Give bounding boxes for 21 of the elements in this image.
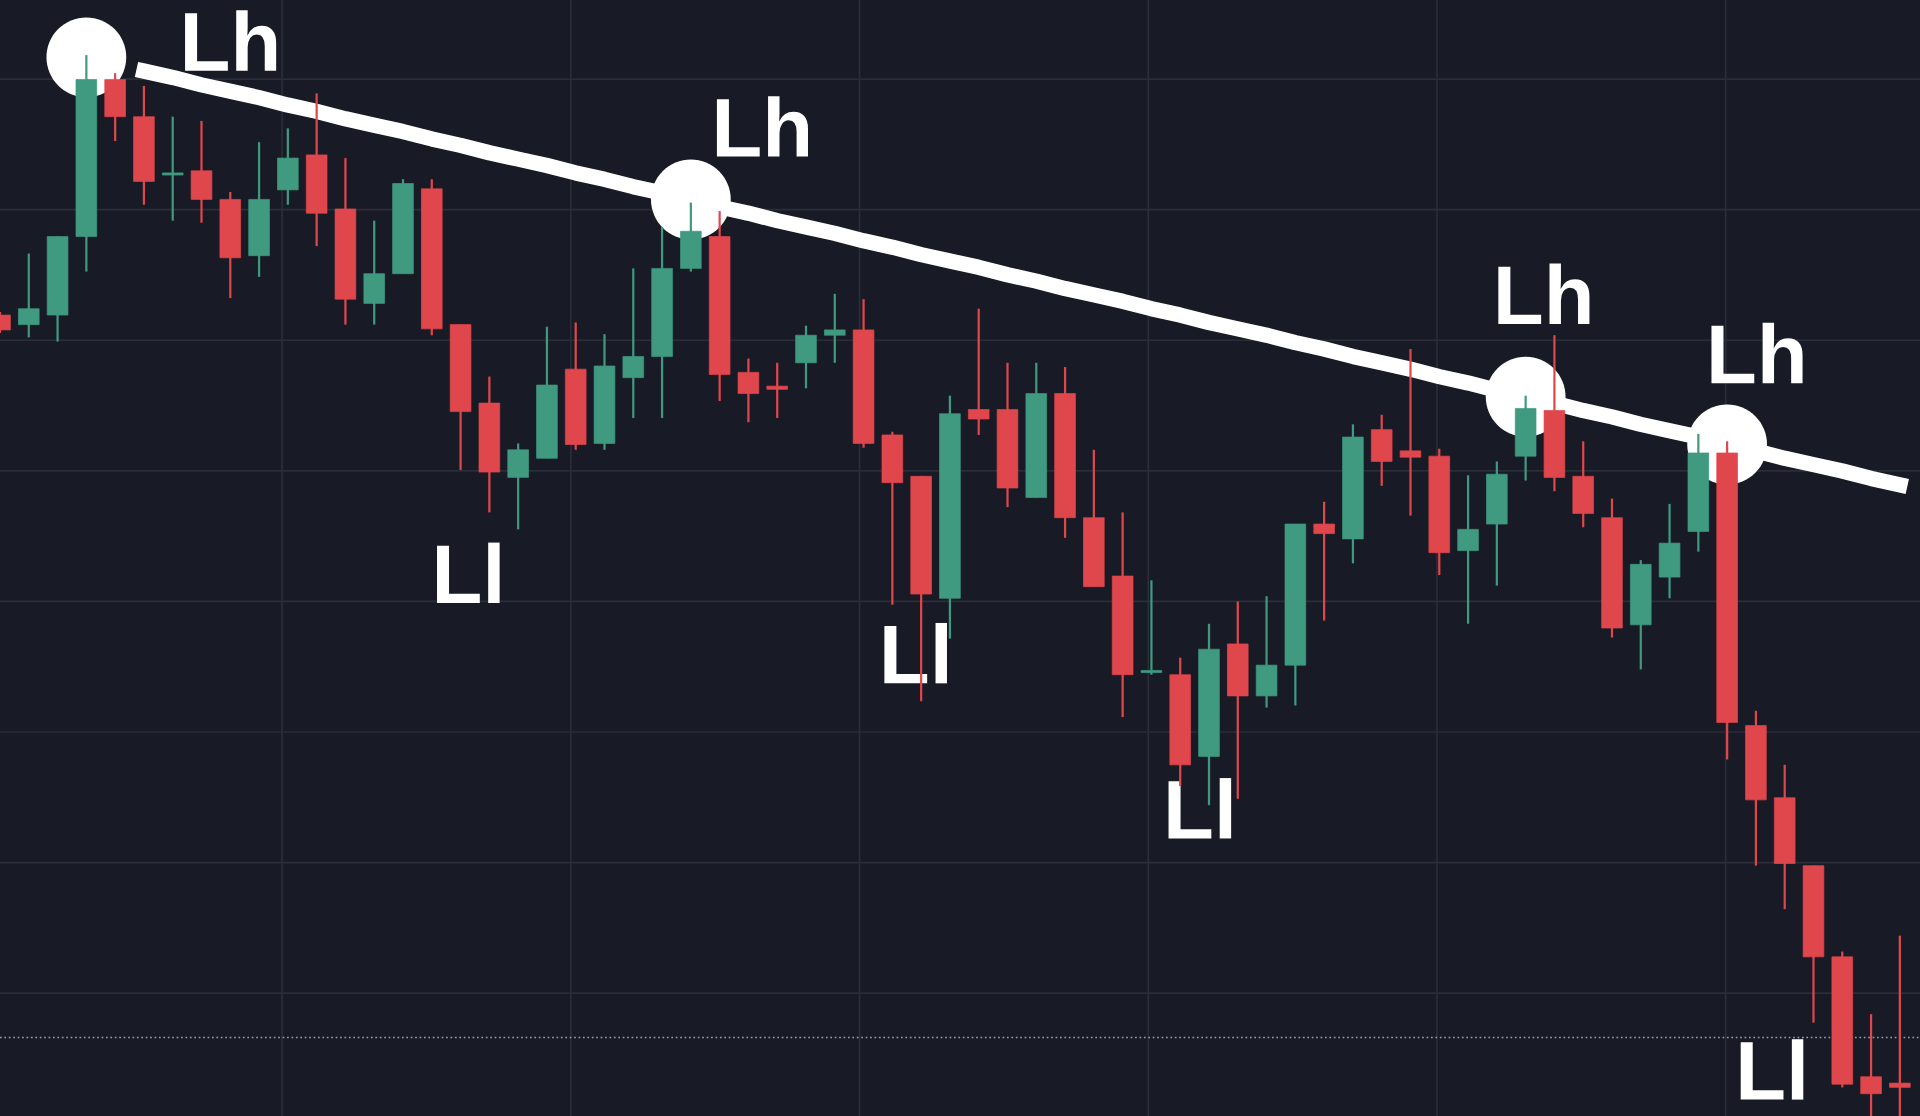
- candlestick: [766, 361, 788, 420]
- candlestick: [162, 115, 184, 222]
- candlestick: [968, 307, 990, 437]
- candlestick: [1860, 1013, 1882, 1116]
- candlestick: [1140, 579, 1163, 676]
- candlestick: [1457, 474, 1479, 625]
- candlestick: [1399, 347, 1422, 517]
- annotation: Lh: [185, 10, 277, 71]
- candlestick: [737, 357, 760, 424]
- candlestick: [18, 252, 40, 339]
- candlestick: [1889, 934, 1911, 1116]
- candlestick: [824, 292, 846, 364]
- annotation: Ll: [1740, 1039, 1804, 1100]
- candlestick: [1313, 500, 1335, 622]
- annotation: Lh: [1498, 263, 1590, 324]
- annotation: Lh: [716, 96, 808, 157]
- candlestick: [622, 267, 644, 420]
- point: [650, 159, 731, 240]
- annotation: Ll: [437, 542, 500, 603]
- annotation: Ll: [1168, 778, 1232, 839]
- annotation: Lh: [1711, 322, 1803, 384]
